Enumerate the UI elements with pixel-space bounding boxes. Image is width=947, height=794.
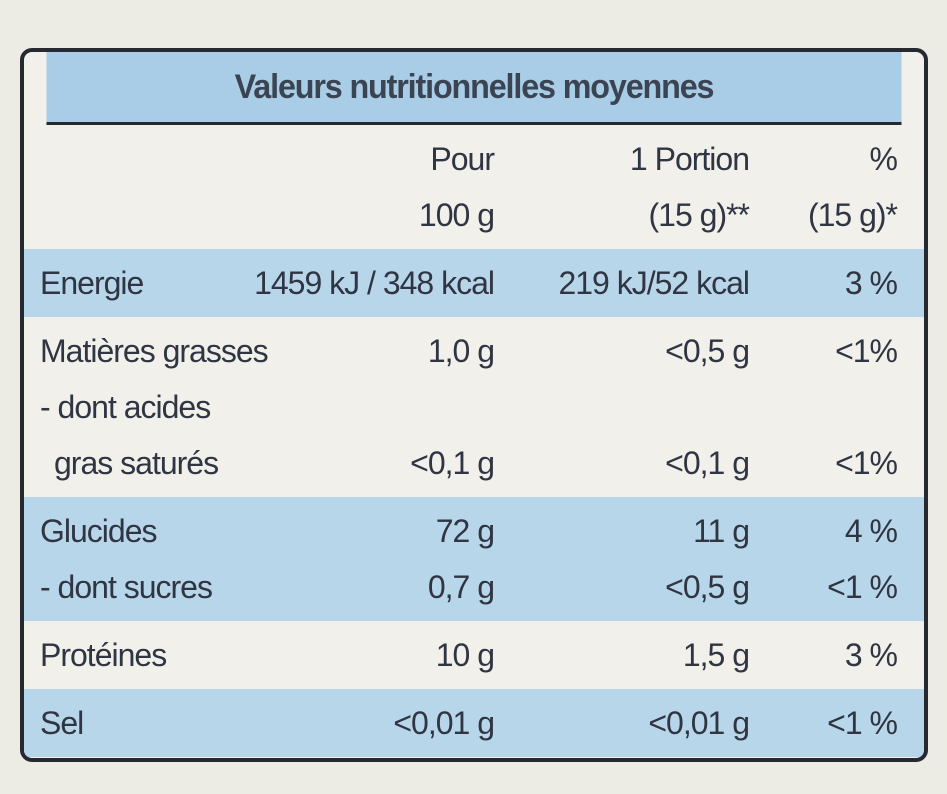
cell-value: 10 g (435, 637, 495, 673)
column-header-line: Pour (430, 141, 495, 177)
row-label: - dont sucres (40, 569, 213, 605)
cell-value: 0,7 g (427, 569, 495, 605)
table-row: Protéines 10 g 1,5 g 3 % (24, 627, 924, 683)
table-row: Energie 1459 kJ / 348 kcal 219 kJ/52 kcal 3… (24, 255, 924, 311)
column-header: Pour 100 g (418, 131, 495, 243)
table-row: - dont acides gras saturés <0,1 g <0,1 g <1% (24, 379, 924, 491)
table-band: Sel <0,01 g <0,01 g <1 % (24, 689, 924, 757)
table-band: Protéines 10 g 1,5 g 3 % (24, 621, 924, 689)
table-row: - dont sucres 0,7 g <0,5 g <1 % (24, 559, 924, 615)
cell-value: 72 g (435, 513, 495, 549)
column-header-line: 100 g (418, 197, 495, 233)
row-label: - dont acides (40, 389, 211, 425)
column-header-line: 1 Portion (629, 141, 750, 177)
header-row: Pour 100 g 1 Portion (15 g)**% (15 g)* (24, 131, 924, 243)
cell-value: 4 % (844, 513, 898, 549)
cell-value: 3 % (844, 265, 898, 301)
row-label: Energie (40, 265, 144, 301)
cell-value: <0,1 g (410, 445, 495, 481)
cell-value: <1% (835, 333, 898, 369)
table-band: Glucides 72 g 11 g 4 % - dont sucres 0,7 g <0,… (24, 497, 924, 621)
table-row: Sel <0,01 g <0,01 g <1 % (24, 695, 924, 751)
label-title: Valeurs nutritionnelles moyennes (46, 52, 902, 125)
cell-value: <1 % (827, 705, 898, 741)
column-header-line: (15 g)* (807, 197, 898, 233)
column-header: 1 Portion (15 g)** (629, 131, 751, 243)
cell-value: 1,5 g (682, 637, 750, 673)
row-label: Matières grasses (40, 333, 269, 369)
cell-value: 3 % (844, 637, 898, 673)
cell-value: 1459 kJ / 348 kcal (254, 265, 495, 301)
cell-value: <1% (835, 445, 898, 481)
cell-value: <0,1 g (665, 445, 750, 481)
column-header-line: (15 g)** (648, 197, 751, 233)
row-label: Sel (40, 705, 84, 741)
cell-value: <0,01 g (648, 705, 750, 741)
table-band: Energie 1459 kJ / 348 kcal 219 kJ/52 kcal 3… (24, 249, 924, 317)
cell-value: <0,01 g (393, 705, 495, 741)
cell-value: <1 % (827, 569, 898, 605)
table-row: Glucides 72 g 11 g 4 % (24, 503, 924, 559)
table-row: Matières grasses 1,0 g <0,5 g <1% (24, 323, 924, 379)
cell-value: <0,5 g (665, 569, 750, 605)
cell-value: 219 kJ/52 kcal (558, 265, 750, 301)
cell-value: 11 g (693, 513, 750, 549)
row-label: Protéines (40, 637, 167, 673)
row-label: gras saturés (54, 445, 219, 481)
column-header: % (15 g)* (807, 131, 898, 243)
row-label: Glucides (40, 513, 158, 549)
nutrition-label: Valeurs nutritionnelles moyennes Pour 100… (20, 48, 928, 762)
table-band: Matières grasses 1,0 g <0,5 g <1% - dont aci… (24, 317, 924, 497)
header-band: Pour 100 g 1 Portion (15 g)**% (15 g)* (24, 125, 924, 249)
cell-value: <0,5 g (665, 333, 750, 369)
cell-value: 1,0 g (427, 333, 495, 369)
column-header-line: % (869, 141, 898, 177)
